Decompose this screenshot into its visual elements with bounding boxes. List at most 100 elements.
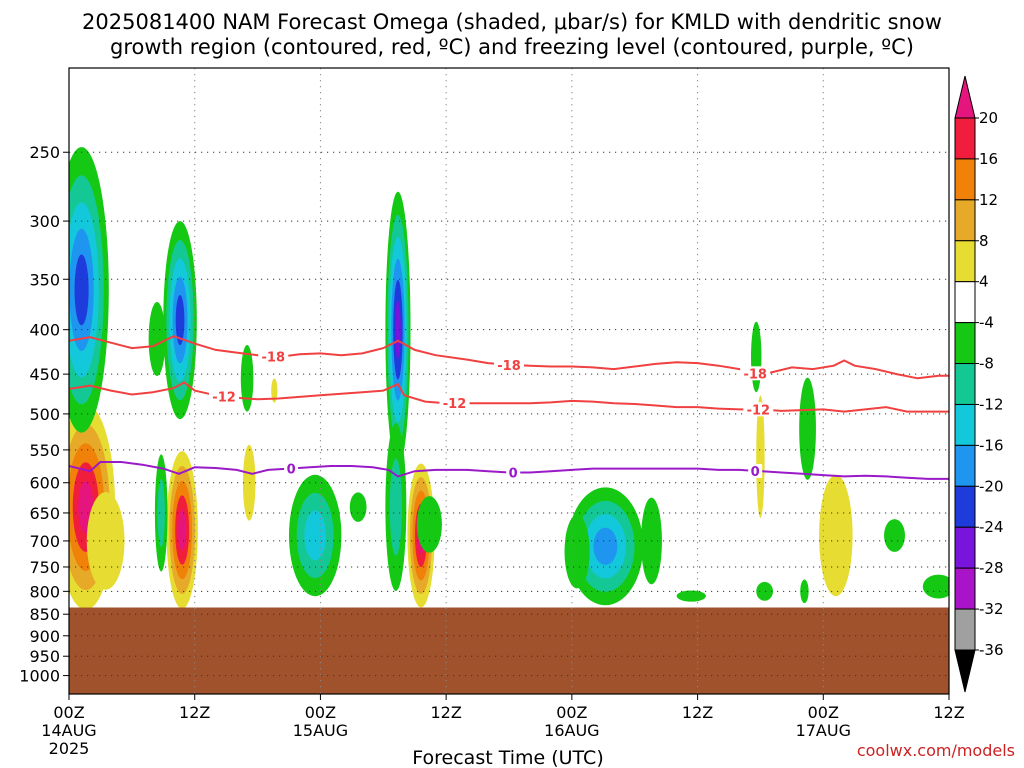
x-tick-label: 00Z <box>53 703 84 722</box>
y-tick-label: 250 <box>29 143 60 162</box>
contour-lines: -18 -18 -18 -12 -12 -12 0 0 0 <box>69 335 949 482</box>
colorbar-segment <box>954 322 976 365</box>
contour-label--18: -18 <box>743 367 767 382</box>
x-tick-date: 14AUG <box>41 721 96 740</box>
grid-lines <box>69 68 949 694</box>
credit-link[interactable]: coolwx.com/models <box>857 741 1015 760</box>
contour-label-bg <box>740 366 771 381</box>
omega-contour-fill <box>240 345 254 412</box>
y-tick-label: 750 <box>29 558 60 577</box>
omega-contour-fill <box>178 509 187 551</box>
plot-frame <box>68 67 950 695</box>
colorbar-segment <box>954 567 976 610</box>
x-tick-label: 00Z <box>556 703 587 722</box>
colorbar-bottom-arrow <box>954 649 976 693</box>
contour-label--12: -12 <box>212 390 236 405</box>
x-tick-date: 16AUG <box>544 721 599 740</box>
chart-title-line-2: growth region (contoured, red, ºC) and f… <box>110 35 914 59</box>
contour-label-bg <box>748 463 763 478</box>
x-tick-label: 12Z <box>682 703 713 722</box>
omega-contour-fill <box>304 510 326 561</box>
colorbar-label: 12 <box>979 191 998 209</box>
colorbar-label: -36 <box>979 641 1004 659</box>
contour-label-0: 0 <box>287 463 296 478</box>
omega-contour-fill <box>756 581 773 601</box>
omega-contour-fill <box>389 458 402 556</box>
omega-contour-fill <box>157 478 165 547</box>
y-tick-label: 950 <box>29 647 60 666</box>
colorbar-segment <box>954 485 976 528</box>
contour-label-0: 0 <box>751 465 760 480</box>
x-tick-date: 15AUG <box>293 721 348 740</box>
colorbar-segment <box>954 199 976 242</box>
colorbar-label: 20 <box>979 109 998 127</box>
y-axis-ticks: 250 300 350 400 450 500 550 600 650 700 750 800 850 9… <box>19 143 69 686</box>
y-tick-label: 500 <box>29 405 60 424</box>
omega-contour-fill <box>756 395 765 518</box>
contour-label-bg <box>439 396 470 411</box>
y-tick-label: 600 <box>29 474 60 493</box>
omega-contour-fill <box>799 377 816 480</box>
y-tick-label: 400 <box>29 321 60 340</box>
x-tick-date: 17AUG <box>796 721 851 740</box>
omega-contour-fill <box>593 527 618 565</box>
omega-contour-fill <box>884 519 905 552</box>
colorbar-label: -32 <box>979 600 1004 618</box>
colorbar-top-arrow <box>954 75 976 119</box>
contour-label-bg <box>494 357 524 372</box>
colorbar-label: -4 <box>979 314 994 332</box>
y-tick-label: 550 <box>29 441 60 460</box>
colorbar-label: -20 <box>979 477 1004 495</box>
contour-line--12 <box>69 381 949 413</box>
colorbar-label: 4 <box>979 273 989 291</box>
omega-contour-fill <box>395 300 401 359</box>
colorbar: 20 16 12 8 4 -4 -8 -12 -16 -20 -24 -28 -32 -36 <box>954 75 1004 693</box>
colorbar-label: -28 <box>979 559 1004 577</box>
contour-label--12: -12 <box>747 403 771 418</box>
y-tick-label: 900 <box>29 627 60 646</box>
contour-label-bg <box>284 461 299 476</box>
y-tick-label: 350 <box>29 270 60 289</box>
contour-label-0: 0 <box>509 467 518 482</box>
contour-label-bg <box>258 349 289 364</box>
y-tick-label: 850 <box>29 605 60 624</box>
y-tick-label: 700 <box>29 532 60 551</box>
colorbar-label: -12 <box>979 395 1004 413</box>
colorbar-label: -24 <box>979 518 1004 536</box>
chart-title-line-1: 2025081400 NAM Forecast Omega (shaded, μ… <box>82 10 942 34</box>
colorbar-label: -16 <box>979 436 1004 454</box>
contour-label-bg <box>506 465 521 480</box>
x-axis-label: Forecast Time (UTC) <box>412 747 603 768</box>
omega-contour-fill <box>148 302 166 376</box>
x-tick-year: 2025 <box>49 739 90 758</box>
colorbar-label: -8 <box>979 355 994 373</box>
omega-contour-fill <box>564 514 590 589</box>
x-tick-label: 12Z <box>179 703 210 722</box>
omega-contour-fill <box>416 496 442 553</box>
x-tick-label: 12Z <box>933 703 964 722</box>
colorbar-segment <box>954 117 976 160</box>
colorbar-segment <box>954 403 976 446</box>
colorbar-label: 8 <box>979 232 989 250</box>
colorbar-segment <box>954 608 976 651</box>
contour-line--18 <box>69 335 949 380</box>
omega-contour-fill <box>922 574 949 599</box>
omega-contour-fill <box>676 590 706 602</box>
x-tick-label: 00Z <box>305 703 336 722</box>
contour-label-bg <box>209 389 240 404</box>
contour-line-0 <box>69 461 949 480</box>
contour-label--12: -12 <box>443 397 467 412</box>
x-tick-label: 00Z <box>808 703 839 722</box>
colorbar-segment <box>954 526 976 569</box>
omega-contour-fill <box>349 492 367 522</box>
contour-label-bg <box>743 402 774 417</box>
colorbar-segment <box>954 240 976 283</box>
x-tick-label: 12Z <box>430 703 461 722</box>
omega-contour-fill <box>819 474 853 597</box>
y-tick-label: 800 <box>29 582 60 601</box>
omega-contour-fill <box>175 294 185 346</box>
colorbar-label: 16 <box>979 150 998 168</box>
omega-contour-fill <box>800 579 809 604</box>
